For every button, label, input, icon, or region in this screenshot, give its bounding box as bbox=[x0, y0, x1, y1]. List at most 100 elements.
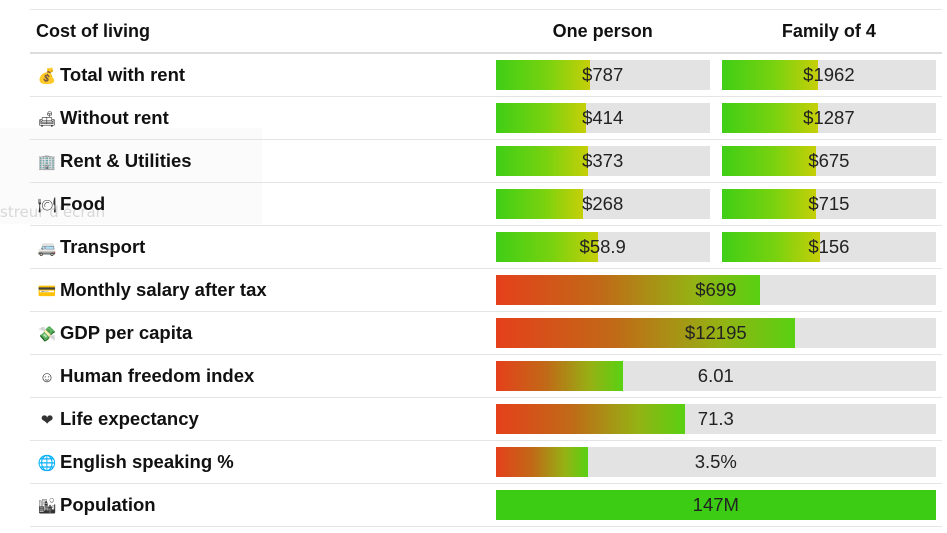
family-cell: $1287 bbox=[715, 96, 942, 140]
metric-cell: $12195 bbox=[489, 311, 942, 355]
one-person-bar: $373 bbox=[495, 146, 710, 176]
metric-cell: $699 bbox=[489, 268, 942, 312]
metric-bar-value: $699 bbox=[695, 279, 737, 300]
one-person-bar: $787 bbox=[495, 60, 710, 90]
metric-bar-value: 3.5% bbox=[694, 451, 737, 472]
row-label: ☺ Human freedom index bbox=[30, 354, 490, 398]
row-label-text: Rent & Utilities bbox=[60, 150, 192, 171]
family-bar: $1962 bbox=[721, 60, 936, 90]
row-label: 🌐 English speaking % bbox=[30, 440, 490, 484]
credit-card-icon: 💳 bbox=[37, 283, 57, 300]
one-person-cell: $787 bbox=[489, 53, 716, 97]
row-label: ❤ Life expectancy bbox=[30, 397, 490, 441]
one-person-bar-fill bbox=[495, 60, 590, 90]
metric-bar-fill bbox=[495, 361, 624, 391]
header-family-of-4: Family of 4 bbox=[715, 9, 942, 54]
table-row: 💳 Monthly salary after tax $699 bbox=[30, 268, 942, 312]
family-bar-fill bbox=[721, 232, 821, 262]
one-person-bar-value: $373 bbox=[582, 150, 624, 171]
row-label: 🚐 Transport bbox=[30, 225, 490, 269]
metric-bar: $699 bbox=[495, 275, 936, 305]
table-row: 💰 Total with rent $787 $1962 bbox=[30, 53, 942, 97]
header-cost-of-living: Cost of living bbox=[30, 9, 490, 54]
table-row: 🛋 Without rent $414 $1287 bbox=[30, 96, 942, 140]
sofa-icon: 🛋 bbox=[37, 111, 57, 128]
metric-bar: 3.5% bbox=[495, 447, 936, 477]
one-person-bar-value: $787 bbox=[582, 64, 624, 85]
metric-bar: 6.01 bbox=[495, 361, 936, 391]
metric-bar-value: $12195 bbox=[684, 322, 747, 343]
row-label: 💸 GDP per capita bbox=[30, 311, 490, 355]
one-person-bar-fill bbox=[495, 189, 584, 219]
one-person-cell: $268 bbox=[489, 182, 716, 226]
family-cell: $156 bbox=[715, 225, 942, 269]
table-row: ❤ Life expectancy 71.3 bbox=[30, 397, 942, 441]
one-person-cell: $414 bbox=[489, 96, 716, 140]
smiley-icon: ☺ bbox=[39, 369, 55, 386]
row-label: 🏙 Population bbox=[30, 483, 490, 527]
table-body: 💰 Total with rent $787 $1962 🛋 Without rent $4… bbox=[30, 53, 942, 527]
row-label-text: Population bbox=[60, 494, 156, 515]
building-icon: 🏢 bbox=[37, 154, 57, 171]
row-label-text: Food bbox=[60, 193, 106, 214]
metric-bar-fill bbox=[495, 447, 589, 477]
row-label-text: Total with rent bbox=[60, 64, 186, 85]
family-bar-value: $675 bbox=[808, 150, 850, 171]
metric-bar-value: 147M bbox=[692, 494, 739, 515]
family-bar: $675 bbox=[721, 146, 936, 176]
one-person-bar: $268 bbox=[495, 189, 710, 219]
row-label: 🛋 Without rent bbox=[30, 96, 490, 140]
row-label: 🍽 Food bbox=[30, 182, 490, 226]
one-person-bar-value: $268 bbox=[582, 193, 624, 214]
metric-cell: 147M bbox=[489, 483, 942, 527]
family-bar: $1287 bbox=[721, 103, 936, 133]
metric-bar-value: 6.01 bbox=[697, 365, 734, 386]
one-person-bar-fill bbox=[495, 103, 586, 133]
one-person-bar-fill bbox=[495, 232, 599, 262]
table-row: 🏢 Rent & Utilities $373 $675 bbox=[30, 139, 942, 183]
one-person-bar-fill bbox=[495, 146, 588, 176]
metric-bar-fill bbox=[495, 318, 796, 348]
family-bar: $156 bbox=[721, 232, 936, 262]
metric-cell: 71.3 bbox=[489, 397, 942, 441]
one-person-bar-value: $58.9 bbox=[579, 236, 626, 257]
table-row: 🚐 Transport $58.9 $156 bbox=[30, 225, 942, 269]
one-person-cell: $58.9 bbox=[489, 225, 716, 269]
family-bar-value: $715 bbox=[808, 193, 850, 214]
row-label-text: English speaking % bbox=[60, 451, 234, 472]
plate-cutlery-icon: 🍽 bbox=[37, 197, 57, 214]
globe-icon: 🌐 bbox=[37, 455, 57, 472]
metric-bar-fill bbox=[495, 490, 936, 520]
metric-bar-value: 71.3 bbox=[697, 408, 734, 429]
metric-cell: 3.5% bbox=[489, 440, 942, 484]
city-icon: 🏙 bbox=[37, 498, 57, 515]
heart-icon: ❤ bbox=[40, 412, 54, 429]
family-bar-value: $1287 bbox=[803, 107, 855, 128]
family-bar-value: $156 bbox=[808, 236, 850, 257]
metric-bar-fill bbox=[495, 404, 685, 434]
row-label: 💳 Monthly salary after tax bbox=[30, 268, 490, 312]
family-bar-fill bbox=[721, 146, 817, 176]
row-label-text: GDP per capita bbox=[60, 322, 193, 343]
one-person-cell: $373 bbox=[489, 139, 716, 183]
table-row: ☺ Human freedom index 6.01 bbox=[30, 354, 942, 398]
one-person-bar-value: $414 bbox=[582, 107, 624, 128]
family-bar-fill bbox=[721, 189, 817, 219]
one-person-bar: $414 bbox=[495, 103, 710, 133]
family-bar-fill bbox=[721, 60, 819, 90]
metric-bar-fill bbox=[495, 275, 760, 305]
family-cell: $715 bbox=[715, 182, 942, 226]
metric-bar: 147M bbox=[495, 490, 936, 520]
header-one-person: One person bbox=[489, 9, 716, 54]
family-cell: $675 bbox=[715, 139, 942, 183]
family-bar-value: $1962 bbox=[803, 64, 855, 85]
family-bar: $715 bbox=[721, 189, 936, 219]
row-label: 💰 Total with rent bbox=[30, 53, 490, 97]
row-label-text: Monthly salary after tax bbox=[60, 279, 267, 300]
money-bag-icon: 💰 bbox=[37, 68, 57, 85]
metric-cell: 6.01 bbox=[489, 354, 942, 398]
cost-of-living-table: Cost of living One person Family of 4 💰 T… bbox=[30, 9, 942, 527]
row-label-text: Without rent bbox=[60, 107, 169, 128]
bus-icon: 🚐 bbox=[37, 240, 57, 257]
row-label: 🏢 Rent & Utilities bbox=[30, 139, 490, 183]
